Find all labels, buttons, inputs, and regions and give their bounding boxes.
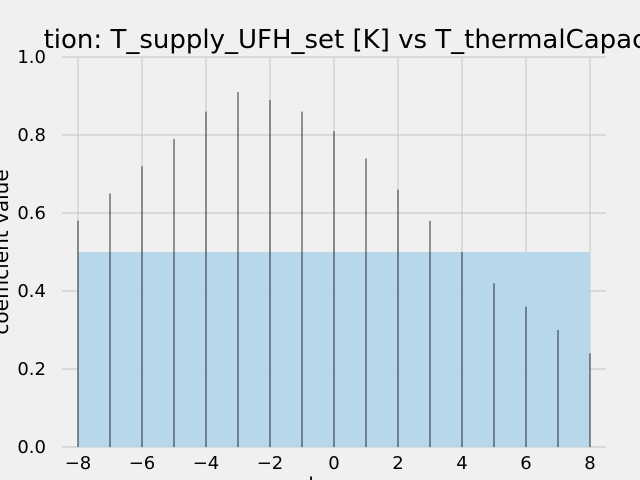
y-axis-ticks: 0.0 0.2 0.4 0.6 0.8 1.0 — [17, 47, 46, 458]
x-axis-ticks: −8 −6 −4 −2 0 2 4 6 8 — [65, 453, 596, 474]
y-tick-label: 0.0 — [17, 437, 46, 458]
y-tick-label: 0.6 — [17, 203, 46, 224]
y-tick-label: 0.4 — [17, 281, 46, 302]
x-axis-label: l — [308, 473, 314, 480]
x-tick-label: 0 — [328, 453, 339, 474]
x-tick-label: 6 — [520, 453, 531, 474]
chart-title: tion: T_supply_UFH_set [K] vs T_thermalC… — [44, 25, 640, 55]
x-tick-label: 4 — [456, 453, 467, 474]
y-axis-label: coefficient value — [0, 169, 13, 334]
y-tick-label: 1.0 — [17, 47, 46, 68]
x-tick-label: −2 — [257, 453, 284, 474]
correlation-stems — [77, 92, 591, 447]
x-tick-label: −4 — [193, 453, 220, 474]
x-tick-label: 2 — [392, 453, 403, 474]
x-tick-label: −6 — [129, 453, 156, 474]
x-tick-label: −8 — [65, 453, 92, 474]
y-tick-label: 0.8 — [17, 125, 46, 146]
y-tick-label: 0.2 — [17, 359, 46, 380]
x-tick-label: 8 — [584, 453, 595, 474]
